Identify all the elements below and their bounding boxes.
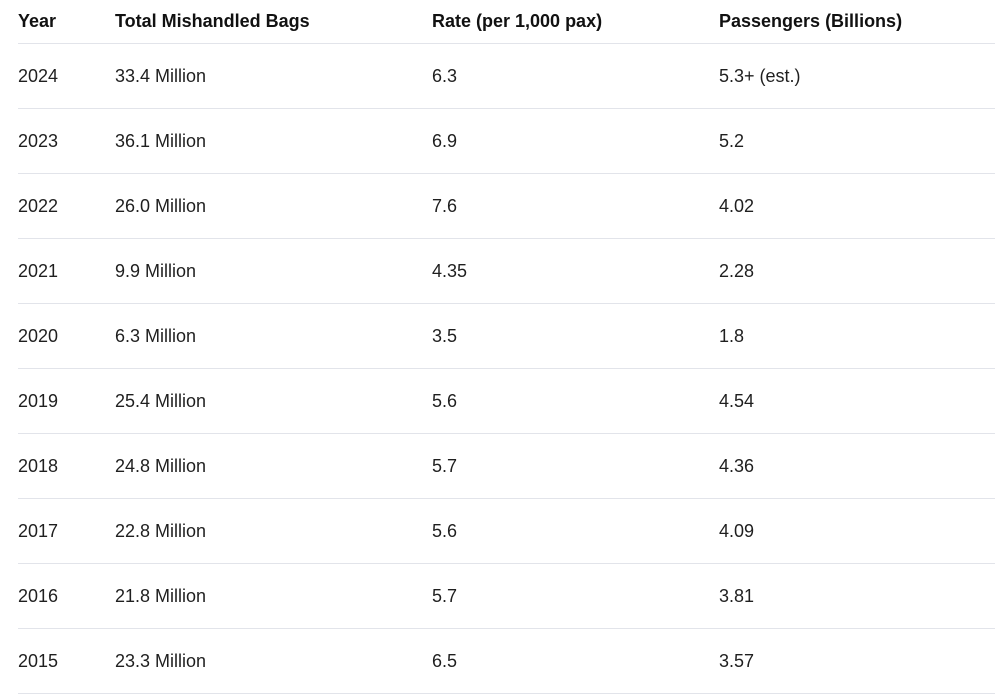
cell-passengers: 3.57 xyxy=(719,650,755,671)
cell-total-mishandled-bags: 22.8 Million xyxy=(115,520,207,541)
cell-total-mishandled-bags: 6.3 Million xyxy=(115,325,197,346)
table-row: 2023 36.1 Million 6.9 5.2 xyxy=(18,109,995,174)
cell-year: 2024 xyxy=(18,65,59,86)
table-row: 2024 33.4 Million 6.3 5.3+ (est.) xyxy=(18,44,995,109)
table-row: 2021 9.9 Million 4.35 2.28 xyxy=(18,239,995,304)
cell-total-mishandled-bags: 25.4 Million xyxy=(115,390,207,411)
table-row: 2015 23.3 Million 6.5 3.57 xyxy=(18,629,995,694)
cell-rate: 4.35 xyxy=(432,260,468,281)
cell-total-mishandled-bags: 23.3 Million xyxy=(115,650,207,671)
cell-total-mishandled-bags: 21.8 Million xyxy=(115,585,207,606)
cell-passengers: 4.36 xyxy=(719,455,755,476)
cell-total-mishandled-bags: 24.8 Million xyxy=(115,455,207,476)
cell-passengers: 5.3+ (est.) xyxy=(719,65,801,86)
cell-passengers: 2.28 xyxy=(719,260,755,281)
cell-rate: 5.6 xyxy=(432,520,458,541)
cell-total-mishandled-bags: 36.1 Million xyxy=(115,130,207,151)
table-row: 2016 21.8 Million 5.7 3.81 xyxy=(18,564,995,629)
table-row: 2019 25.4 Million 5.6 4.54 xyxy=(18,369,995,434)
table-row: 2022 26.0 Million 7.6 4.02 xyxy=(18,174,995,239)
cell-total-mishandled-bags: 26.0 Million xyxy=(115,195,207,216)
table-row: 2018 24.8 Million 5.7 4.36 xyxy=(18,434,995,499)
cell-year: 2015 xyxy=(18,650,59,671)
cell-year: 2016 xyxy=(18,585,59,606)
cell-passengers: 4.02 xyxy=(719,195,755,216)
cell-rate: 3.5 xyxy=(432,325,458,346)
column-header-passengers: Passengers (Billions) xyxy=(719,11,903,31)
table-header-row: Year Total Mishandled Bags Rate (per 1,0… xyxy=(18,0,995,44)
column-header-rate: Rate (per 1,000 pax) xyxy=(432,11,603,31)
cell-rate: 6.9 xyxy=(432,130,458,151)
cell-year: 2023 xyxy=(18,130,59,151)
cell-rate: 6.5 xyxy=(432,650,458,671)
cell-year: 2021 xyxy=(18,260,59,281)
cell-rate: 5.7 xyxy=(432,585,458,606)
table-row: 2020 6.3 Million 3.5 1.8 xyxy=(18,304,995,369)
cell-year: 2019 xyxy=(18,390,59,411)
column-header-total-mishandled-bags: Total Mishandled Bags xyxy=(115,11,310,31)
cell-rate: 5.6 xyxy=(432,390,458,411)
cell-rate: 7.6 xyxy=(432,195,458,216)
cell-rate: 6.3 xyxy=(432,65,458,86)
cell-passengers: 5.2 xyxy=(719,130,745,151)
cell-total-mishandled-bags: 9.9 Million xyxy=(115,260,197,281)
mishandled-bags-table: Year Total Mishandled Bags Rate (per 1,0… xyxy=(18,0,995,694)
table-row: 2017 22.8 Million 5.6 4.09 xyxy=(18,499,995,564)
cell-passengers: 3.81 xyxy=(719,585,755,606)
column-header-year: Year xyxy=(18,11,57,31)
cell-total-mishandled-bags: 33.4 Million xyxy=(115,65,207,86)
cell-year: 2018 xyxy=(18,455,59,476)
cell-year: 2017 xyxy=(18,520,59,541)
cell-passengers: 1.8 xyxy=(719,325,745,346)
cell-passengers: 4.54 xyxy=(719,390,755,411)
cell-year: 2022 xyxy=(18,195,59,216)
cell-year: 2020 xyxy=(18,325,59,346)
cell-rate: 5.7 xyxy=(432,455,458,476)
cell-passengers: 4.09 xyxy=(719,520,755,541)
